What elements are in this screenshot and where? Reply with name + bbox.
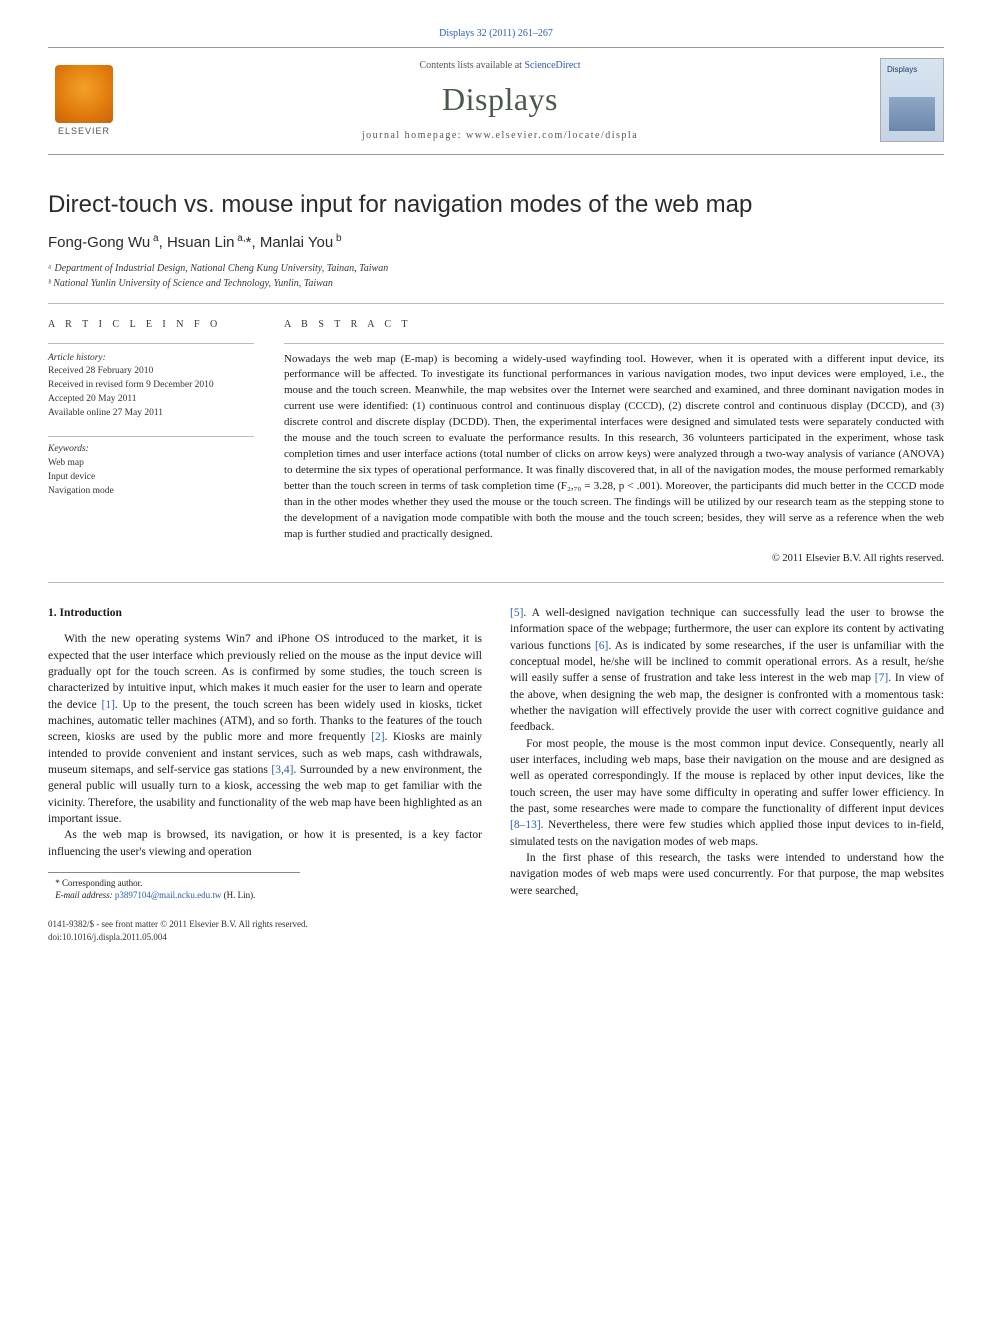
journal-name: Displays — [136, 81, 864, 118]
keyword-1: Web map — [48, 457, 254, 471]
author-1: Fong-Gong Wu — [48, 234, 150, 251]
p4a: For most people, the mouse is the most c… — [510, 738, 944, 815]
elsevier-logo: ELSEVIER — [48, 60, 120, 140]
p4b: . Nevertheless, there were few studies w… — [510, 819, 944, 847]
article-info: A R T I C L E I N F O Article history: R… — [48, 318, 254, 566]
ref-2[interactable]: [2] — [371, 731, 384, 743]
intro-para-2: As the web map is browsed, its navigatio… — [48, 827, 482, 860]
history-accepted: Accepted 20 May 2011 — [48, 393, 254, 407]
author-list: Fong-Gong Wu a, Hsuan Lin a,*, Manlai Yo… — [48, 233, 944, 251]
ref-6[interactable]: [6] — [595, 640, 608, 652]
ref-1[interactable]: [1] — [101, 699, 114, 711]
footer-block: 0141-9382/$ - see front matter © 2011 El… — [48, 918, 482, 943]
front-matter-line: 0141-9382/$ - see front matter © 2011 El… — [48, 918, 482, 931]
abstract: A B S T R A C T Nowadays the web map (E-… — [284, 318, 944, 566]
section-1-heading: 1. Introduction — [48, 605, 482, 621]
corr-email[interactable]: p3897104@mail.ncku.edu.tw — [115, 890, 222, 900]
author-2-aff: a, — [235, 233, 246, 244]
email-label: E-mail address: — [55, 890, 115, 900]
meta-row: A R T I C L E I N F O Article history: R… — [48, 318, 944, 583]
keyword-2: Input device — [48, 471, 254, 485]
abstract-heading: A B S T R A C T — [284, 318, 944, 333]
journal-cover-thumb — [880, 58, 944, 142]
affiliations: ᵃ Department of Industrial Design, Natio… — [48, 261, 944, 304]
keywords-label: Keywords: — [48, 443, 254, 457]
email-who: (H. Lin). — [221, 890, 255, 900]
affiliation-b: ᵇ National Yunlin University of Science … — [48, 276, 944, 291]
author-3: Manlai You — [260, 234, 333, 251]
doi-line: doi:10.1016/j.displa.2011.05.004 — [48, 931, 482, 944]
affiliation-a: ᵃ Department of Industrial Design, Natio… — [48, 261, 944, 276]
article-info-heading: A R T I C L E I N F O — [48, 318, 254, 333]
history-online: Available online 27 May 2011 — [48, 407, 254, 421]
ref-5[interactable]: [5] — [510, 607, 523, 619]
intro-para-4: For most people, the mouse is the most c… — [510, 736, 944, 850]
author-1-aff: a — [150, 233, 158, 244]
history-received: Received 28 February 2010 — [48, 365, 254, 379]
header-center: Contents lists available at ScienceDirec… — [136, 60, 864, 141]
journal-homepage: journal homepage: www.elsevier.com/locat… — [136, 130, 864, 141]
sciencedirect-link[interactable]: ScienceDirect — [524, 60, 580, 71]
corr-author-note: * Corresponding author. — [48, 877, 300, 890]
author-3-aff: b — [333, 233, 341, 244]
history-revised: Received in revised form 9 December 2010 — [48, 379, 254, 393]
citation-reference: Displays 32 (2011) 261–267 — [48, 28, 944, 39]
ref-8-13[interactable]: [8–13] — [510, 819, 541, 831]
contents-prefix: Contents lists available at — [419, 60, 524, 71]
abstract-body: Nowadays the web map (E-map) is becoming… — [284, 352, 944, 543]
corr-marker: * — [246, 234, 252, 251]
corr-email-line: E-mail address: p3897104@mail.ncku.edu.t… — [48, 889, 300, 902]
elsevier-tree-icon — [55, 65, 113, 123]
contents-available-line: Contents lists available at ScienceDirec… — [136, 60, 864, 71]
intro-para-5: In the first phase of this research, the… — [510, 850, 944, 899]
ref-7[interactable]: [7] — [875, 672, 888, 684]
p2: As the web map is browsed, its navigatio… — [48, 829, 482, 857]
abstract-copyright: © 2011 Elsevier B.V. All rights reserved… — [284, 551, 944, 566]
journal-header: ELSEVIER Contents lists available at Sci… — [48, 47, 944, 155]
history-label: Article history: — [48, 352, 254, 366]
body-text: 1. Introduction With the new operating s… — [48, 605, 944, 943]
intro-para-1: With the new operating systems Win7 and … — [48, 631, 482, 827]
article-title: Direct-touch vs. mouse input for navigat… — [48, 191, 944, 219]
intro-para-3: [5]. A well-designed navigation techniqu… — [510, 605, 944, 736]
publisher-label: ELSEVIER — [58, 126, 110, 136]
author-2: Hsuan Lin — [167, 234, 235, 251]
keyword-3: Navigation mode — [48, 485, 254, 499]
corresponding-footnote: * Corresponding author. E-mail address: … — [48, 872, 300, 902]
ref-3-4[interactable]: [3,4] — [271, 764, 293, 776]
